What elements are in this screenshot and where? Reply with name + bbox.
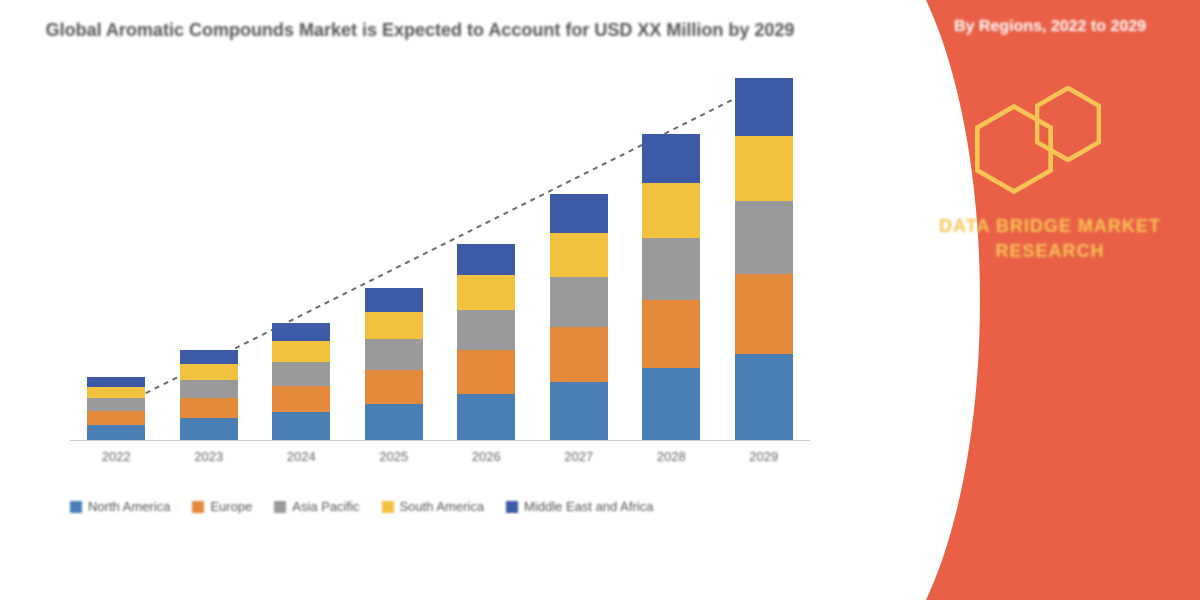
seg-asia-pacific <box>642 238 700 300</box>
seg-europe <box>457 350 515 394</box>
legend-item: Middle East and Africa <box>506 499 653 514</box>
legend-item: South America <box>382 499 485 514</box>
seg-asia-pacific <box>272 362 330 386</box>
seg-europe <box>272 386 330 412</box>
chart-panel: Global Aromatic Compounds Market is Expe… <box>0 0 840 600</box>
x-axis-labels: 2022 2023 2024 2025 2026 2027 2028 2029 <box>70 449 810 464</box>
x-label: 2027 <box>550 449 608 464</box>
seg-south-america <box>365 312 423 339</box>
seg-europe <box>365 370 423 404</box>
seg-europe <box>180 398 238 418</box>
seg-middle-east-and-africa <box>87 377 145 387</box>
seg-europe <box>87 411 145 425</box>
seg-middle-east-and-africa <box>735 78 793 136</box>
legend-item: North America <box>70 499 170 514</box>
legend-swatch <box>70 501 82 513</box>
seg-north-america <box>87 425 145 440</box>
legend-item: Europe <box>192 499 252 514</box>
seg-middle-east-and-africa <box>180 350 238 364</box>
seg-middle-east-and-africa <box>642 134 700 183</box>
seg-asia-pacific <box>87 398 145 411</box>
x-label: 2025 <box>365 449 423 464</box>
bars-container <box>70 61 810 441</box>
seg-south-america <box>735 136 793 201</box>
right-panel: By Regions, 2022 to 2029 DATA BRIDGE MAR… <box>840 0 1200 600</box>
legend-label: North America <box>88 499 170 514</box>
seg-middle-east-and-africa <box>457 244 515 275</box>
seg-north-america <box>272 412 330 440</box>
x-label: 2023 <box>180 449 238 464</box>
x-label: 2028 <box>642 449 700 464</box>
chart-area: 2022 2023 2024 2025 2026 2027 2028 2029 <box>70 61 810 481</box>
legend-swatch <box>274 501 286 513</box>
seg-europe <box>735 274 793 354</box>
seg-middle-east-and-africa <box>550 194 608 233</box>
seg-north-america <box>550 382 608 440</box>
legend-label: Europe <box>210 499 252 514</box>
legend-swatch <box>192 501 204 513</box>
x-label: 2022 <box>87 449 145 464</box>
seg-north-america <box>735 354 793 440</box>
bar-2024 <box>272 323 330 440</box>
brand-line-1: DATA BRIDGE MARKET <box>939 214 1161 239</box>
seg-asia-pacific <box>550 277 608 327</box>
bar-2027 <box>550 194 608 440</box>
bar-2028 <box>642 134 700 440</box>
seg-europe <box>642 300 700 368</box>
bar-2029 <box>735 78 793 440</box>
legend: North America Europe Asia Pacific South Ame… <box>70 499 810 514</box>
seg-south-america <box>642 183 700 238</box>
chart-title: Global Aromatic Compounds Market is Expe… <box>30 20 810 41</box>
x-label: 2024 <box>272 449 330 464</box>
x-label: 2026 <box>457 449 515 464</box>
seg-north-america <box>365 404 423 440</box>
seg-middle-east-and-africa <box>365 288 423 312</box>
seg-south-america <box>457 275 515 310</box>
brand-line-2: RESEARCH <box>939 239 1161 264</box>
seg-south-america <box>550 233 608 277</box>
legend-item: Asia Pacific <box>274 499 359 514</box>
seg-asia-pacific <box>180 380 238 398</box>
brand-text: DATA BRIDGE MARKET RESEARCH <box>939 214 1161 264</box>
legend-label: Middle East and Africa <box>524 499 653 514</box>
seg-north-america <box>642 368 700 440</box>
seg-north-america <box>457 394 515 440</box>
seg-south-america <box>180 364 238 380</box>
legend-label: South America <box>400 499 485 514</box>
seg-asia-pacific <box>735 201 793 274</box>
brand-logo: DATA BRIDGE MARKET RESEARCH <box>939 86 1161 264</box>
x-label: 2029 <box>735 449 793 464</box>
bar-2026 <box>457 244 515 440</box>
seg-south-america <box>87 387 145 398</box>
seg-south-america <box>272 341 330 362</box>
seg-north-america <box>180 418 238 440</box>
seg-europe <box>550 327 608 382</box>
seg-asia-pacific <box>365 339 423 370</box>
legend-swatch <box>506 501 518 513</box>
legend-swatch <box>382 501 394 513</box>
hexagon-pair-icon <box>975 86 1125 196</box>
bar-2022 <box>87 377 145 440</box>
legend-label: Asia Pacific <box>292 499 359 514</box>
right-panel-title: By Regions, 2022 to 2029 <box>954 18 1146 36</box>
seg-asia-pacific <box>457 310 515 350</box>
bar-2023 <box>180 350 238 440</box>
bar-2025 <box>365 288 423 440</box>
seg-middle-east-and-africa <box>272 323 330 341</box>
